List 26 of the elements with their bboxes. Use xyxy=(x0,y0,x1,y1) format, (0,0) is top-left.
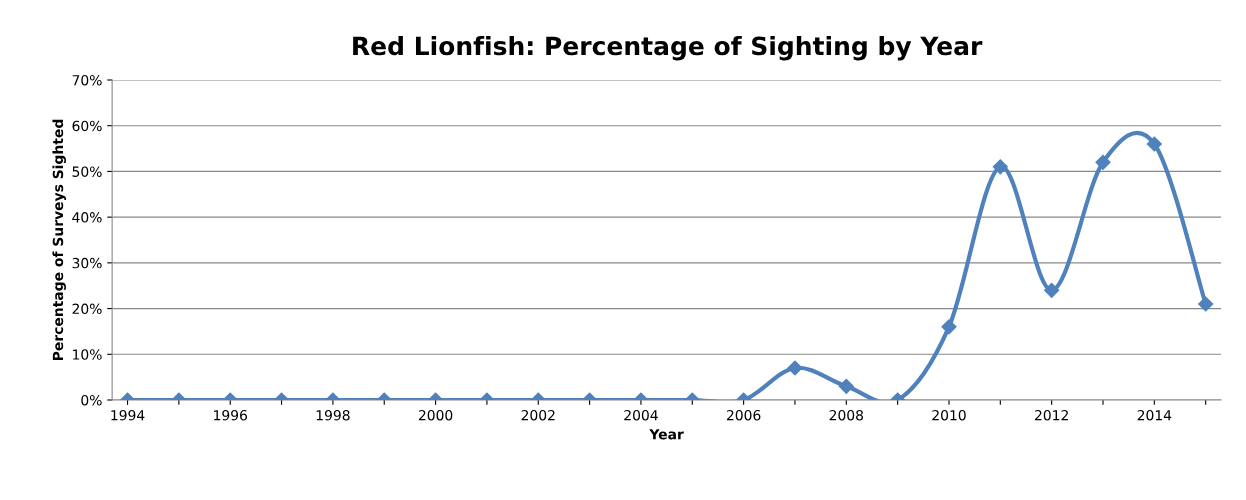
x-tick-label: 2014 xyxy=(1137,409,1172,421)
x-tick-label: 1994 xyxy=(111,409,145,421)
point xyxy=(1095,154,1111,170)
point xyxy=(1146,136,1162,152)
x-axis-title: Year xyxy=(649,429,684,440)
x-tick-label: 2006 xyxy=(726,409,761,421)
y-tick-label: 30% xyxy=(72,257,102,269)
y-tick-label: 60% xyxy=(72,120,102,132)
x-tick-label: 2004 xyxy=(624,409,658,421)
y-tick-label: 10% xyxy=(73,349,102,360)
y-tick-label: 50% xyxy=(72,166,102,177)
x-tick-label: 2002 xyxy=(521,409,555,421)
point xyxy=(992,159,1008,175)
x-tick-label: 1998 xyxy=(316,409,350,421)
y-tick-label: 20% xyxy=(72,303,102,315)
chart-title: Red Lionfish: Percentage of Sighting by Year xyxy=(353,36,983,61)
x-tick-label: 2010 xyxy=(932,409,966,421)
x-tick-label: 1996 xyxy=(214,409,248,421)
x-tick-label: 2012 xyxy=(1035,409,1068,421)
x-tick-label: 2008 xyxy=(829,409,864,421)
x-tick-label: 2000 xyxy=(418,409,453,421)
point xyxy=(1044,282,1060,298)
y-tick-label: 40% xyxy=(72,212,102,223)
y-tick-label: 0% xyxy=(81,394,102,406)
y-axis-title: Percentage of Surveys Sighted xyxy=(52,119,66,361)
y-tick-label: 70% xyxy=(72,74,102,86)
